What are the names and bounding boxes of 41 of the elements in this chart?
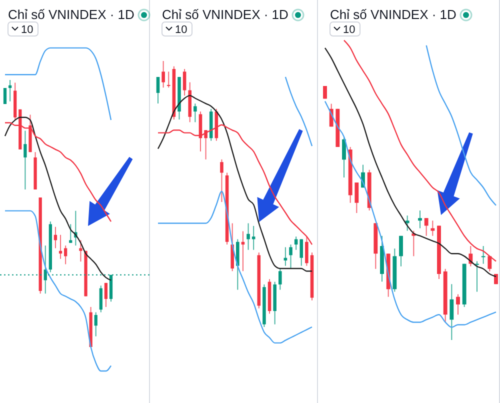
candlestick	[79, 240, 82, 262]
candlestick	[399, 235, 403, 267]
candlestick	[58, 234, 62, 260]
candlestick	[182, 68, 186, 96]
candlestick	[456, 294, 460, 316]
candlestick	[64, 245, 68, 265]
candlestick	[481, 246, 486, 264]
candlestick	[342, 136, 346, 178]
candlestick	[156, 76, 160, 104]
text: 10	[175, 24, 188, 36]
candlestick	[8, 80, 12, 102]
candlestick	[194, 103, 197, 123]
candlestick	[54, 226, 58, 249]
candlestick	[69, 224, 72, 244]
candlestick	[294, 236, 298, 250]
candlestick	[323, 86, 327, 100]
chart-title: Chỉ số VNINDEX · 1D	[330, 7, 456, 22]
candlestick	[354, 182, 359, 214]
candlestick	[289, 244, 292, 269]
candlestick	[99, 285, 102, 313]
candlestick	[424, 218, 428, 236]
candlestick	[300, 238, 304, 266]
candlestick	[230, 222, 234, 272]
candlestick	[162, 60, 165, 88]
candlestick	[278, 268, 282, 290]
chart-title: Chỉ số VNINDEX · 1D	[8, 7, 134, 22]
candlestick	[236, 238, 240, 290]
candlestick	[166, 71, 170, 88]
candlestick	[405, 215, 410, 232]
text: 10	[21, 24, 34, 36]
candlestick	[24, 130, 27, 190]
candlestick	[104, 282, 108, 308]
candlestick	[430, 220, 435, 236]
candlestick	[94, 312, 98, 337]
candlestick	[246, 222, 250, 250]
candlestick	[450, 284, 454, 340]
text: 10	[343, 24, 356, 36]
candlestick	[220, 158, 224, 202]
candlestick	[3, 88, 7, 104]
chart-title: Chỉ số VNINDEX · 1D	[162, 7, 288, 22]
candlestick	[418, 210, 422, 229]
